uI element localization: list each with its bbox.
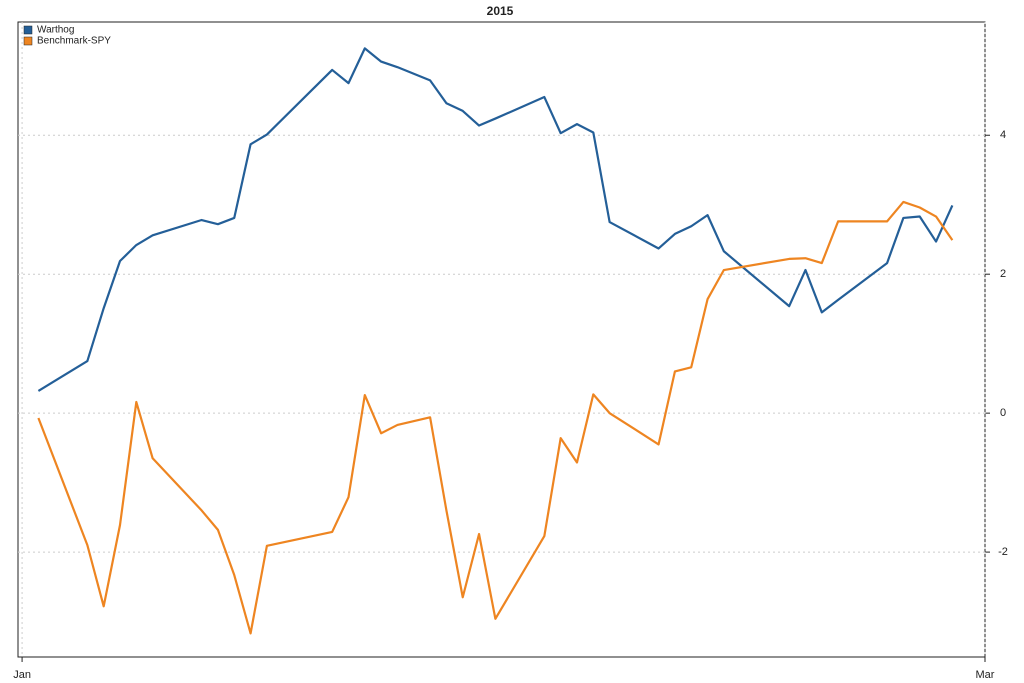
y-tick-label: 0 — [1000, 407, 1006, 419]
x-tick-label: Jan — [13, 669, 31, 681]
legend-label: Warthog — [37, 25, 74, 36]
series-line — [37, 200, 954, 635]
legend-label: Benchmark-SPY — [37, 36, 111, 47]
x-tick-label: Mar — [976, 669, 995, 681]
legend-swatch — [23, 25, 33, 35]
legend-swatch — [23, 36, 33, 46]
chart-title: 2015 — [487, 4, 514, 18]
y-tick-label: 4 — [1000, 129, 1006, 141]
y-tick-label: -2 — [998, 546, 1008, 558]
plot-frame — [17, 21, 986, 658]
series-line — [37, 47, 954, 392]
y-tick-label: 2 — [1000, 268, 1006, 280]
